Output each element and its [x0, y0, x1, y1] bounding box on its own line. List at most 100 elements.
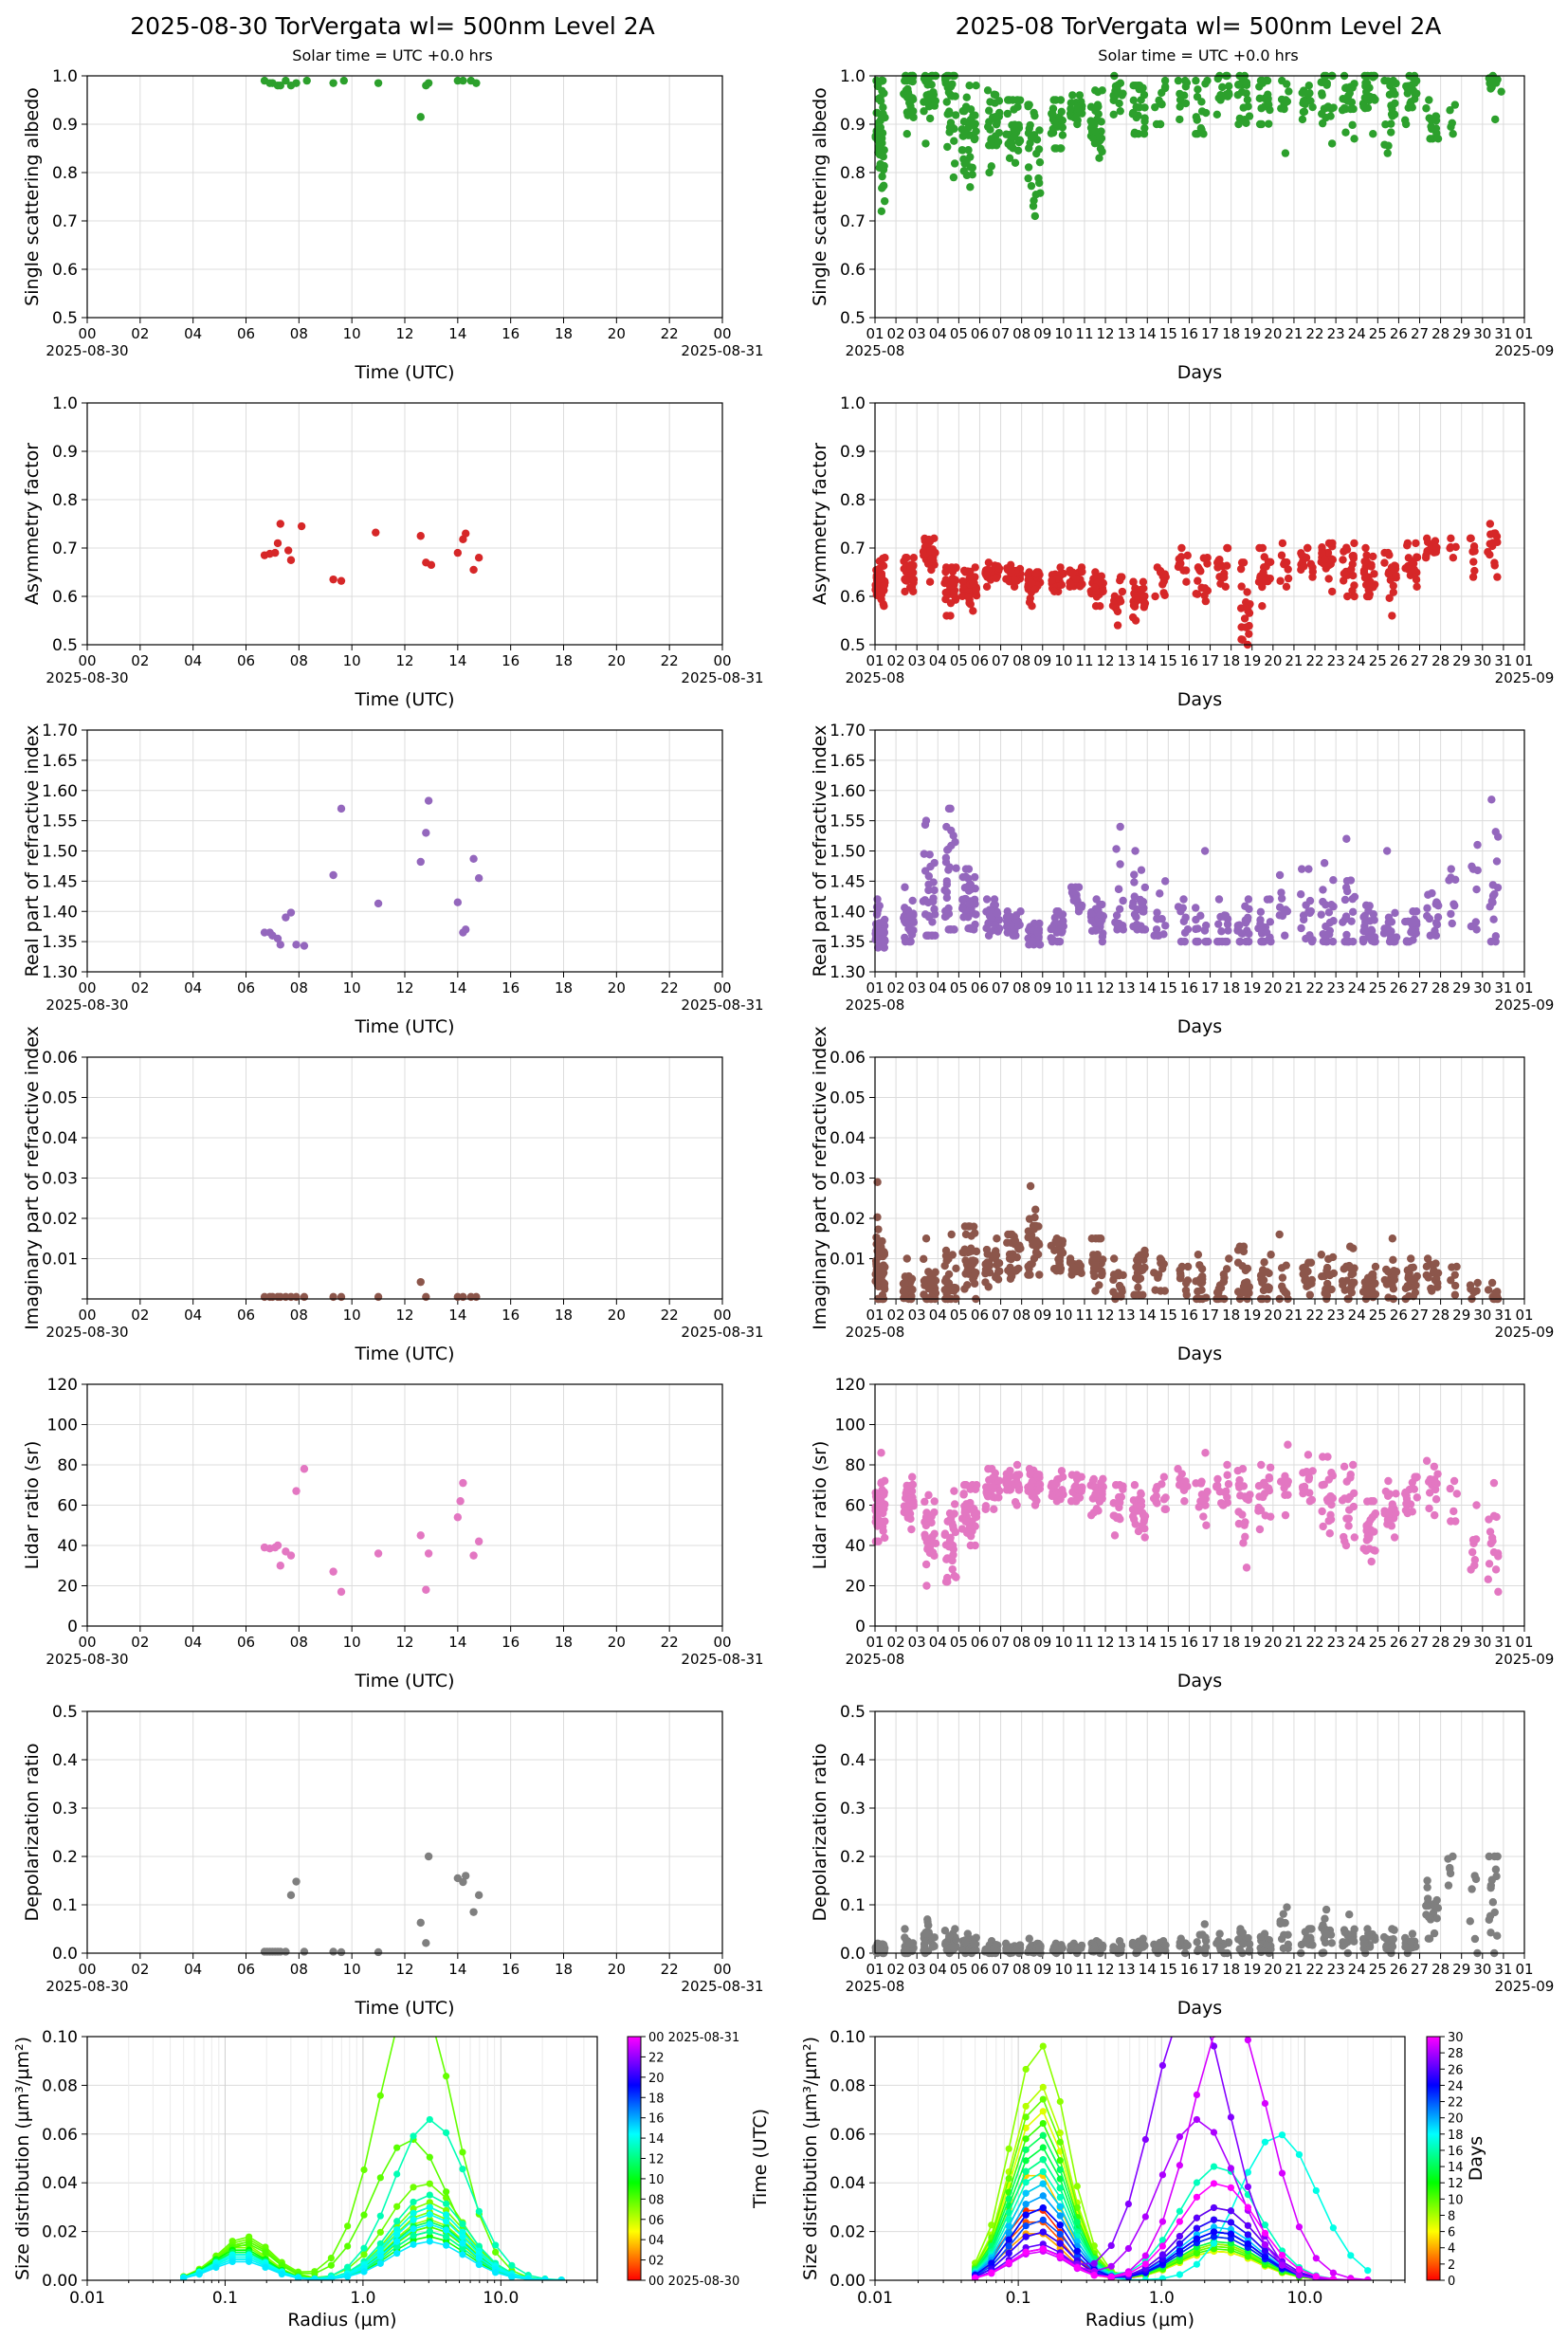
daily-5-xtick-label: 04: [184, 1634, 202, 1651]
daily-2-xlabel: Time (UTC): [354, 689, 454, 710]
monthly-2-point: [1216, 579, 1225, 588]
monthly-4-point: [1239, 1242, 1249, 1251]
monthly-3-point: [1179, 895, 1188, 904]
monthly-4-point: [944, 1270, 954, 1279]
monthly-5-point: [1109, 1499, 1118, 1508]
monthly-3-point: [1256, 916, 1265, 924]
monthly-2-xtick-label: 19: [1243, 652, 1261, 669]
monthly-1-point: [1095, 154, 1103, 162]
monthly-1-point: [876, 131, 884, 139]
monthly-3-point: [1119, 896, 1127, 905]
monthly-2-point: [1090, 583, 1100, 592]
monthly-1-point: [1203, 76, 1212, 85]
monthly-1-xtick-label: 15: [1159, 325, 1177, 342]
monthly-5-point: [965, 1528, 974, 1537]
daily-2-xtick-label: 18: [555, 652, 573, 669]
monthly-3-xtick-label: 02: [887, 979, 905, 996]
monthly-1-point: [879, 103, 887, 112]
monthly-3-point: [924, 886, 933, 895]
monthly-3-point: [1369, 910, 1378, 919]
monthly-2-point: [1308, 567, 1317, 576]
monthly-2-point: [927, 555, 936, 563]
monthly-4-xtick-label: 01: [1515, 1307, 1533, 1324]
monthly-2-point: [1140, 599, 1150, 608]
monthly-5-point: [1340, 1532, 1348, 1542]
monthly-6-point: [1307, 1925, 1316, 1933]
monthly-3-point: [1192, 915, 1200, 924]
subtitle-right: Solar time = UTC +0.0 hrs: [1098, 46, 1298, 64]
monthly-1-point: [985, 168, 994, 177]
daily-2-xtick-label: 04: [184, 652, 202, 669]
monthly-3-point: [1348, 907, 1358, 917]
monthly-3-point: [874, 936, 883, 945]
monthly-1-point: [944, 107, 954, 116]
daily-2-ylabel: Asymmetry factor: [22, 443, 43, 605]
monthly-3-point: [1138, 900, 1147, 908]
monthly-3-point: [906, 937, 915, 946]
monthly-5-point: [1370, 1527, 1378, 1536]
monthly-2-point: [1350, 539, 1358, 548]
daily-4-xtick-label: 00: [78, 1307, 96, 1324]
monthly-5-point: [1431, 1495, 1441, 1504]
monthly-2-point: [1258, 602, 1267, 611]
monthly-3-ytick-label: 1.40: [830, 903, 866, 922]
monthly-6-xlabel: Days: [1177, 1998, 1222, 2019]
monthly-5-point: [1091, 1490, 1100, 1498]
daily-6-point: [286, 1891, 296, 1900]
daily-1-date-start: 2025-08-30: [46, 342, 128, 359]
daily-2-xtick-label: 12: [395, 652, 413, 669]
monthly-2-point: [1486, 539, 1495, 548]
monthly-2-xtick-label: 01: [1515, 652, 1533, 669]
monthly-4-point: [1026, 1181, 1035, 1191]
monthly-1-point: [990, 90, 999, 99]
monthly-5-point: [1234, 1508, 1243, 1516]
monthly-2-point: [969, 579, 978, 588]
monthly-5-point: [950, 1487, 958, 1495]
monthly-1-xtick-label: 03: [908, 325, 926, 342]
title-right: 2025-08 TorVergata wl= 500nm Level 2A: [956, 12, 1442, 40]
monthly-4-point: [1024, 1271, 1032, 1279]
monthly-5-point: [872, 1490, 882, 1499]
monthly-3-point: [1275, 870, 1285, 880]
monthly-2-point: [1369, 552, 1377, 561]
monthly-4-point: [993, 1234, 1001, 1243]
daily-3-xtick-label: 06: [237, 979, 255, 996]
monthly-3-point: [1201, 937, 1210, 946]
daily-5-point: [456, 1497, 465, 1506]
monthly-6-point: [1388, 1942, 1397, 1951]
monthly-5-point: [903, 1481, 911, 1490]
monthly-5-point: [1203, 1487, 1212, 1496]
monthly-1-point: [966, 119, 975, 127]
monthly-4-point: [994, 1267, 1003, 1276]
monthly-2-point: [1078, 567, 1086, 576]
monthly-6-xtick-label: 29: [1452, 1961, 1470, 1978]
monthly-3-point: [1425, 914, 1434, 923]
daily-1-xtick-label: 02: [131, 325, 149, 342]
monthly-2-point: [1261, 576, 1270, 586]
monthly-1-point: [1068, 91, 1077, 100]
daily-5-point: [453, 1513, 463, 1522]
monthly-1-point: [1114, 81, 1122, 89]
monthly-3-point: [1402, 937, 1412, 946]
monthly-1-ytick-label: 1.0: [840, 67, 866, 86]
monthly-3-point: [991, 920, 999, 929]
daily-3-xtick-label: 00: [78, 979, 96, 996]
monthly-6-point: [1025, 1934, 1033, 1943]
monthly-2-xtick-label: 23: [1327, 652, 1345, 669]
monthly-5-point: [1365, 1545, 1374, 1553]
monthly-3-xtick-label: 06: [971, 979, 989, 996]
monthly-6-point: [1239, 1939, 1248, 1948]
daily-6-point: [329, 1947, 337, 1956]
monthly-1-point: [876, 159, 884, 169]
monthly-1-xtick-label: 06: [971, 325, 989, 342]
title-left: 2025-08-30 TorVergata wl= 500nm Level 2A: [130, 12, 655, 40]
monthly-1-point: [1281, 149, 1290, 157]
monthly-4-xtick-label: 23: [1327, 1307, 1345, 1324]
daily-6-xtick-label: 00: [78, 1961, 96, 1978]
monthly-3-point: [1305, 896, 1315, 905]
monthly-4-point: [1192, 1277, 1200, 1286]
monthly-1-point: [1158, 88, 1166, 98]
monthly-5-point: [1072, 1471, 1082, 1479]
monthly-1-point: [1057, 107, 1066, 117]
monthly-5-xtick-label: 08: [1012, 1634, 1030, 1651]
